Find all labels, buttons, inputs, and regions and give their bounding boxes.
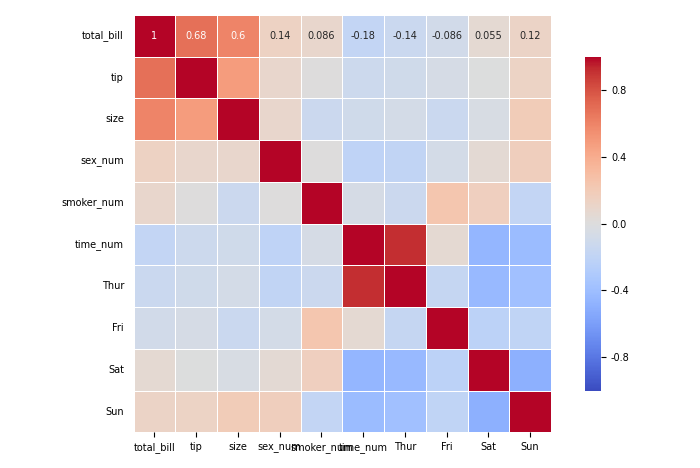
Text: 0.12: 0.12 [519,31,541,41]
Text: 1: 1 [151,31,158,41]
Text: 0.6: 0.6 [230,31,246,41]
Text: -0.086: -0.086 [431,31,462,41]
Text: 0.68: 0.68 [186,31,207,41]
Text: 0.055: 0.055 [475,31,503,41]
Text: -0.14: -0.14 [393,31,417,41]
Text: 0.14: 0.14 [269,31,290,41]
Text: -0.18: -0.18 [351,31,376,41]
Text: 0.086: 0.086 [308,31,335,41]
